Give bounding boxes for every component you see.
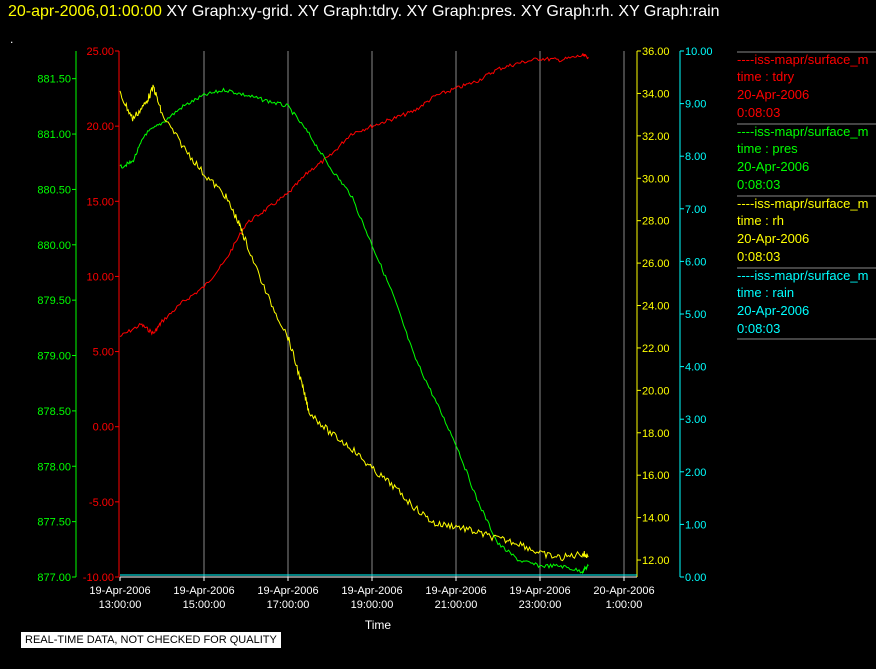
rh-tick-label: 26.00 <box>642 258 670 270</box>
legend-date: 20-Apr-2006 <box>737 159 809 174</box>
series-line-pres <box>119 87 589 575</box>
pres-tick-label: 877.50 <box>37 517 71 529</box>
rh-tick-label: 18.00 <box>642 428 670 440</box>
pres-tick-label: 878.50 <box>37 406 71 418</box>
pres-tick-label: 877.00 <box>37 572 71 584</box>
rain-tick-label: 5.00 <box>685 309 706 321</box>
rh-tick-label: 24.00 <box>642 301 670 313</box>
rain-tick-label: 10.00 <box>685 46 713 58</box>
rh-tick-label: 20.00 <box>642 385 670 397</box>
series-line-tdry <box>119 52 589 337</box>
legend-date: 20-Apr-2006 <box>737 87 809 102</box>
rain-tick-label: 1.00 <box>685 519 706 531</box>
rain-tick-label: 7.00 <box>685 204 706 216</box>
tdry-tick-label: 20.00 <box>86 121 114 133</box>
header-datetime: 20-apr-2006,01:00:00 <box>8 3 162 20</box>
rain-tick-label: 9.00 <box>685 99 706 111</box>
series-lines <box>119 52 637 576</box>
x-tick-time: 17:00:00 <box>267 599 310 611</box>
rh-tick-label: 16.00 <box>642 470 670 482</box>
quality-notice: REAL-TIME DATA, NOT CHECKED FOR QUALITY <box>20 631 282 649</box>
pres-tick-label: 880.00 <box>37 240 71 252</box>
legend-variable: time : rain <box>737 285 794 300</box>
x-tick-time: 19:00:00 <box>351 599 394 611</box>
x-tick-time: 23:00:00 <box>519 599 562 611</box>
x-tick-date: 19-Apr-2006 <box>341 585 402 597</box>
grid-lines <box>203 51 625 577</box>
pres-tick-label: 879.00 <box>37 351 71 363</box>
tdry-tick-label: 15.00 <box>86 196 114 208</box>
rain-tick-label: 0.00 <box>685 572 706 584</box>
legend-time: 0:08:03 <box>737 249 780 264</box>
legend-date: 20-Apr-2006 <box>737 303 809 318</box>
tdry-tick-label: 10.00 <box>86 271 114 283</box>
header-title: 20-apr-2006,01:00:00 XY Graph:xy-grid. X… <box>8 3 720 21</box>
rh-tick-label: 22.00 <box>642 343 670 355</box>
legend-date: 20-Apr-2006 <box>737 231 809 246</box>
x-tick-time: 13:00:00 <box>99 599 142 611</box>
legend-time: 0:08:03 <box>737 321 780 336</box>
x-tick-time: 1:00:00 <box>606 599 643 611</box>
pres-tick-label: 879.50 <box>37 295 71 307</box>
marker-dot: . <box>10 32 14 46</box>
axes: 19-Apr-2006 13:00:00 19-Apr-2006 15:00:00 19… <box>37 46 712 611</box>
pres-tick-label: 881.50 <box>37 74 71 86</box>
x-tick-date: 19-Apr-2006 <box>509 585 570 597</box>
legend-series-name: ----iss-mapr/surface_m <box>737 52 868 67</box>
x-axis-label: Time <box>365 618 392 632</box>
pres-tick-label: 880.50 <box>37 184 71 196</box>
x-tick-date: 19-Apr-2006 <box>89 585 150 597</box>
legend-series-name: ----iss-mapr/surface_m <box>737 124 868 139</box>
legend-time: 0:08:03 <box>737 177 780 192</box>
pres-tick-label: 881.00 <box>37 129 71 141</box>
tdry-tick-label: 0.00 <box>93 422 114 434</box>
rh-tick-label: 30.00 <box>642 173 670 185</box>
rh-tick-label: 14.00 <box>642 513 670 525</box>
tdry-tick-label: -5.00 <box>89 497 114 509</box>
rain-tick-label: 6.00 <box>685 256 706 268</box>
tdry-tick-label: 5.00 <box>93 347 114 359</box>
rain-tick-label: 4.00 <box>685 362 706 374</box>
x-tick-date: 20-Apr-2006 <box>593 585 654 597</box>
header-graph-list: XY Graph:xy-grid. XY Graph:tdry. XY Grap… <box>166 3 720 20</box>
rh-tick-label: 34.00 <box>642 88 670 100</box>
rh-tick-label: 28.00 <box>642 216 670 228</box>
x-tick-time: 15:00:00 <box>183 599 226 611</box>
pres-tick-label: 878.00 <box>37 461 71 473</box>
tdry-tick-label: 25.00 <box>86 46 114 58</box>
legend-variable: time : tdry <box>737 69 795 84</box>
legend-time: 0:08:03 <box>737 105 780 120</box>
rh-tick-label: 36.00 <box>642 46 670 58</box>
x-tick-date: 19-Apr-2006 <box>425 585 486 597</box>
legend-variable: time : rh <box>737 213 784 228</box>
legend-series-name: ----iss-mapr/surface_m <box>737 268 868 283</box>
x-tick-date: 19-Apr-2006 <box>173 585 234 597</box>
tdry-tick-label: -10.00 <box>83 572 114 584</box>
x-tick-date: 19-Apr-2006 <box>257 585 318 597</box>
rh-tick-label: 32.00 <box>642 131 670 143</box>
legend-variable: time : pres <box>737 141 798 156</box>
rain-tick-label: 3.00 <box>685 414 706 426</box>
rain-tick-label: 2.00 <box>685 467 706 479</box>
legend-series-name: ----iss-mapr/surface_m <box>737 196 868 211</box>
series-line-rh <box>119 84 589 562</box>
rh-tick-label: 12.00 <box>642 555 670 567</box>
rain-tick-label: 8.00 <box>685 151 706 163</box>
x-tick-time: 21:00:00 <box>435 599 478 611</box>
